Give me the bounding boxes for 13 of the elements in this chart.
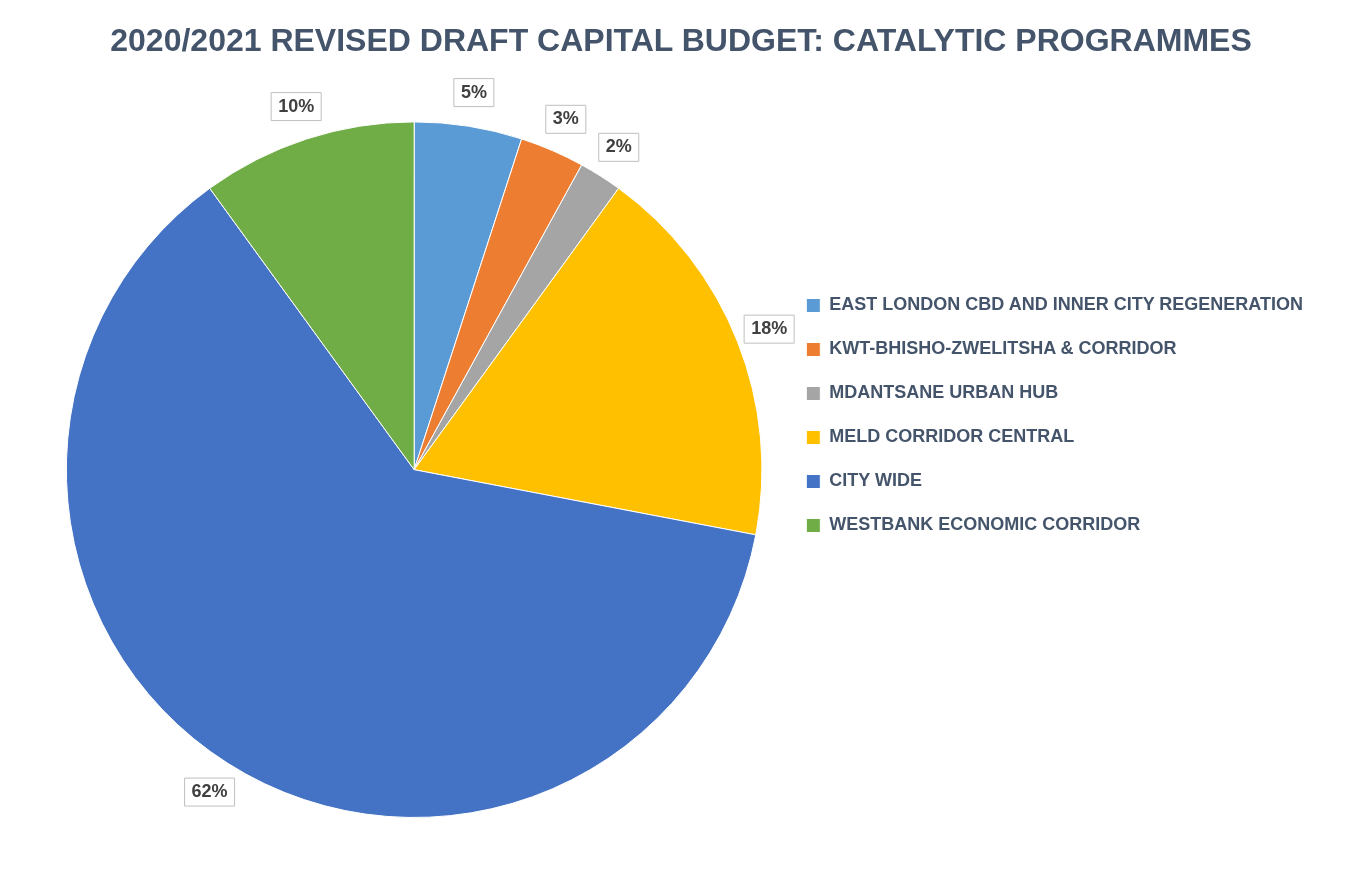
data-label: 3% (552, 108, 579, 129)
legend-label: KWT-BHISHO-ZWELITSHA & CORRIDOR (829, 338, 1177, 359)
data-label: 2% (605, 136, 632, 157)
legend-label: MELD CORRIDOR CENTRAL (829, 426, 1075, 447)
data-label: 62% (191, 781, 228, 802)
legend-label: WESTBANK ECONOMIC CORRIDOR (829, 514, 1141, 535)
chart-title: 2020/2021 REVISED DRAFT CAPITAL BUDGET: CATALYTIC PROGRAMMES (110, 22, 1252, 59)
legend-label: EAST LONDON CBD AND INNER CITY REGENERATION (829, 294, 1304, 315)
legend-label: MDANTSANE URBAN HUB (829, 382, 1059, 403)
data-label: 5% (460, 81, 487, 102)
legend-label: CITY WIDE (829, 470, 922, 491)
data-label: 10% (278, 95, 315, 116)
data-label: 18% (751, 318, 788, 339)
